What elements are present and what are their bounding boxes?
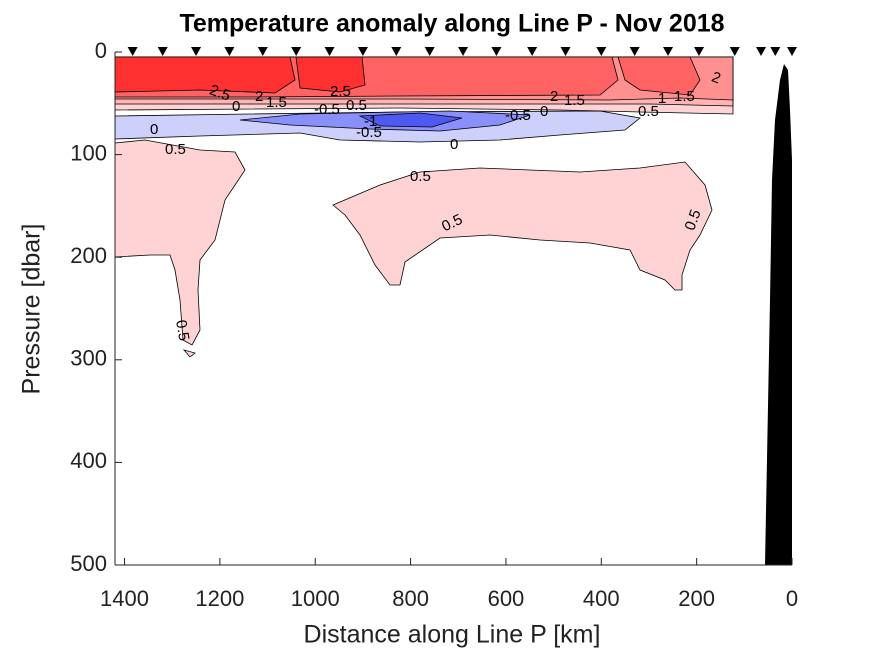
station-marker <box>224 47 235 56</box>
contour-label: 1.5 <box>564 92 585 109</box>
contour-label: 0.5 <box>172 319 192 342</box>
station-marker <box>424 47 435 56</box>
contour-region <box>114 56 296 94</box>
contour-label: -1 <box>364 113 377 130</box>
y-tick-label: 0 <box>95 38 107 63</box>
contour-region <box>295 56 366 93</box>
station-marker <box>560 47 571 56</box>
contour-label: -0.5 <box>314 101 340 118</box>
contour-label: 1 <box>658 90 666 107</box>
x-tick-label: 600 <box>488 586 525 611</box>
chart-title: Temperature anomaly along Line P - Nov 2… <box>179 10 724 38</box>
x-tick-label: 400 <box>583 586 620 611</box>
contour-label: 0.5 <box>165 141 186 158</box>
station-marker <box>257 47 268 56</box>
contour-label: 2.5 <box>330 83 351 100</box>
contour-region <box>617 56 701 96</box>
contour-label: 1.5 <box>674 88 695 105</box>
x-tick-label: 800 <box>392 586 429 611</box>
contour-label: -0.5 <box>505 107 531 124</box>
contour-region <box>332 161 713 291</box>
x-tick-label: 0 <box>786 586 798 611</box>
x-axis-label: Distance along Line P [km] <box>304 621 601 649</box>
station-marker <box>127 47 138 56</box>
contour-label: 1.5 <box>266 94 287 111</box>
station-marker <box>770 47 781 56</box>
contour-label: 0 <box>232 98 240 115</box>
station-marker <box>391 47 402 56</box>
contour-label: 0 <box>450 136 458 153</box>
x-tick-label: 1400 <box>100 586 149 611</box>
contour-label: 0.5 <box>682 207 705 232</box>
contour-fields <box>114 56 734 358</box>
y-tick-label: 100 <box>70 140 107 165</box>
x-tick-label: 200 <box>678 586 715 611</box>
station-marker <box>191 47 202 56</box>
contour-label: 2 <box>255 88 263 105</box>
contour-region <box>358 112 463 128</box>
station-marker <box>157 47 168 56</box>
station-marker <box>357 47 368 56</box>
contour-label: 2 <box>550 88 558 105</box>
station-marker <box>663 47 674 56</box>
contour-label: 2.5 <box>207 82 232 105</box>
station-marker <box>491 47 502 56</box>
contour-region <box>114 139 246 346</box>
contour-label: 0 <box>540 103 548 120</box>
x-tick-label: 1200 <box>195 586 244 611</box>
y-tick-label: 400 <box>70 448 107 473</box>
y-tick-label: 300 <box>70 346 107 371</box>
station-marker <box>694 47 705 56</box>
station-marker <box>629 47 640 56</box>
station-marker <box>756 47 767 56</box>
y-tick-label: 500 <box>70 551 107 576</box>
y-axis-label: Pressure [dbar] <box>18 224 46 395</box>
station-marker <box>291 47 302 56</box>
x-tick-label: 1000 <box>291 586 340 611</box>
station-marker <box>729 47 740 56</box>
contour-label: 0.5 <box>638 103 659 120</box>
station-marker <box>596 47 607 56</box>
contour-region <box>182 349 196 358</box>
contour-label: -0.5 <box>356 124 382 141</box>
contour-label: 0 <box>150 121 158 138</box>
bathymetry <box>765 64 792 565</box>
y-tick-label: 200 <box>70 243 107 268</box>
contour-label: 0.5 <box>410 168 431 185</box>
station-marker <box>324 47 335 56</box>
station-marker <box>787 47 797 56</box>
station-marker <box>527 47 538 56</box>
contour-label: 0.5 <box>346 97 367 114</box>
station-marker <box>458 47 469 56</box>
